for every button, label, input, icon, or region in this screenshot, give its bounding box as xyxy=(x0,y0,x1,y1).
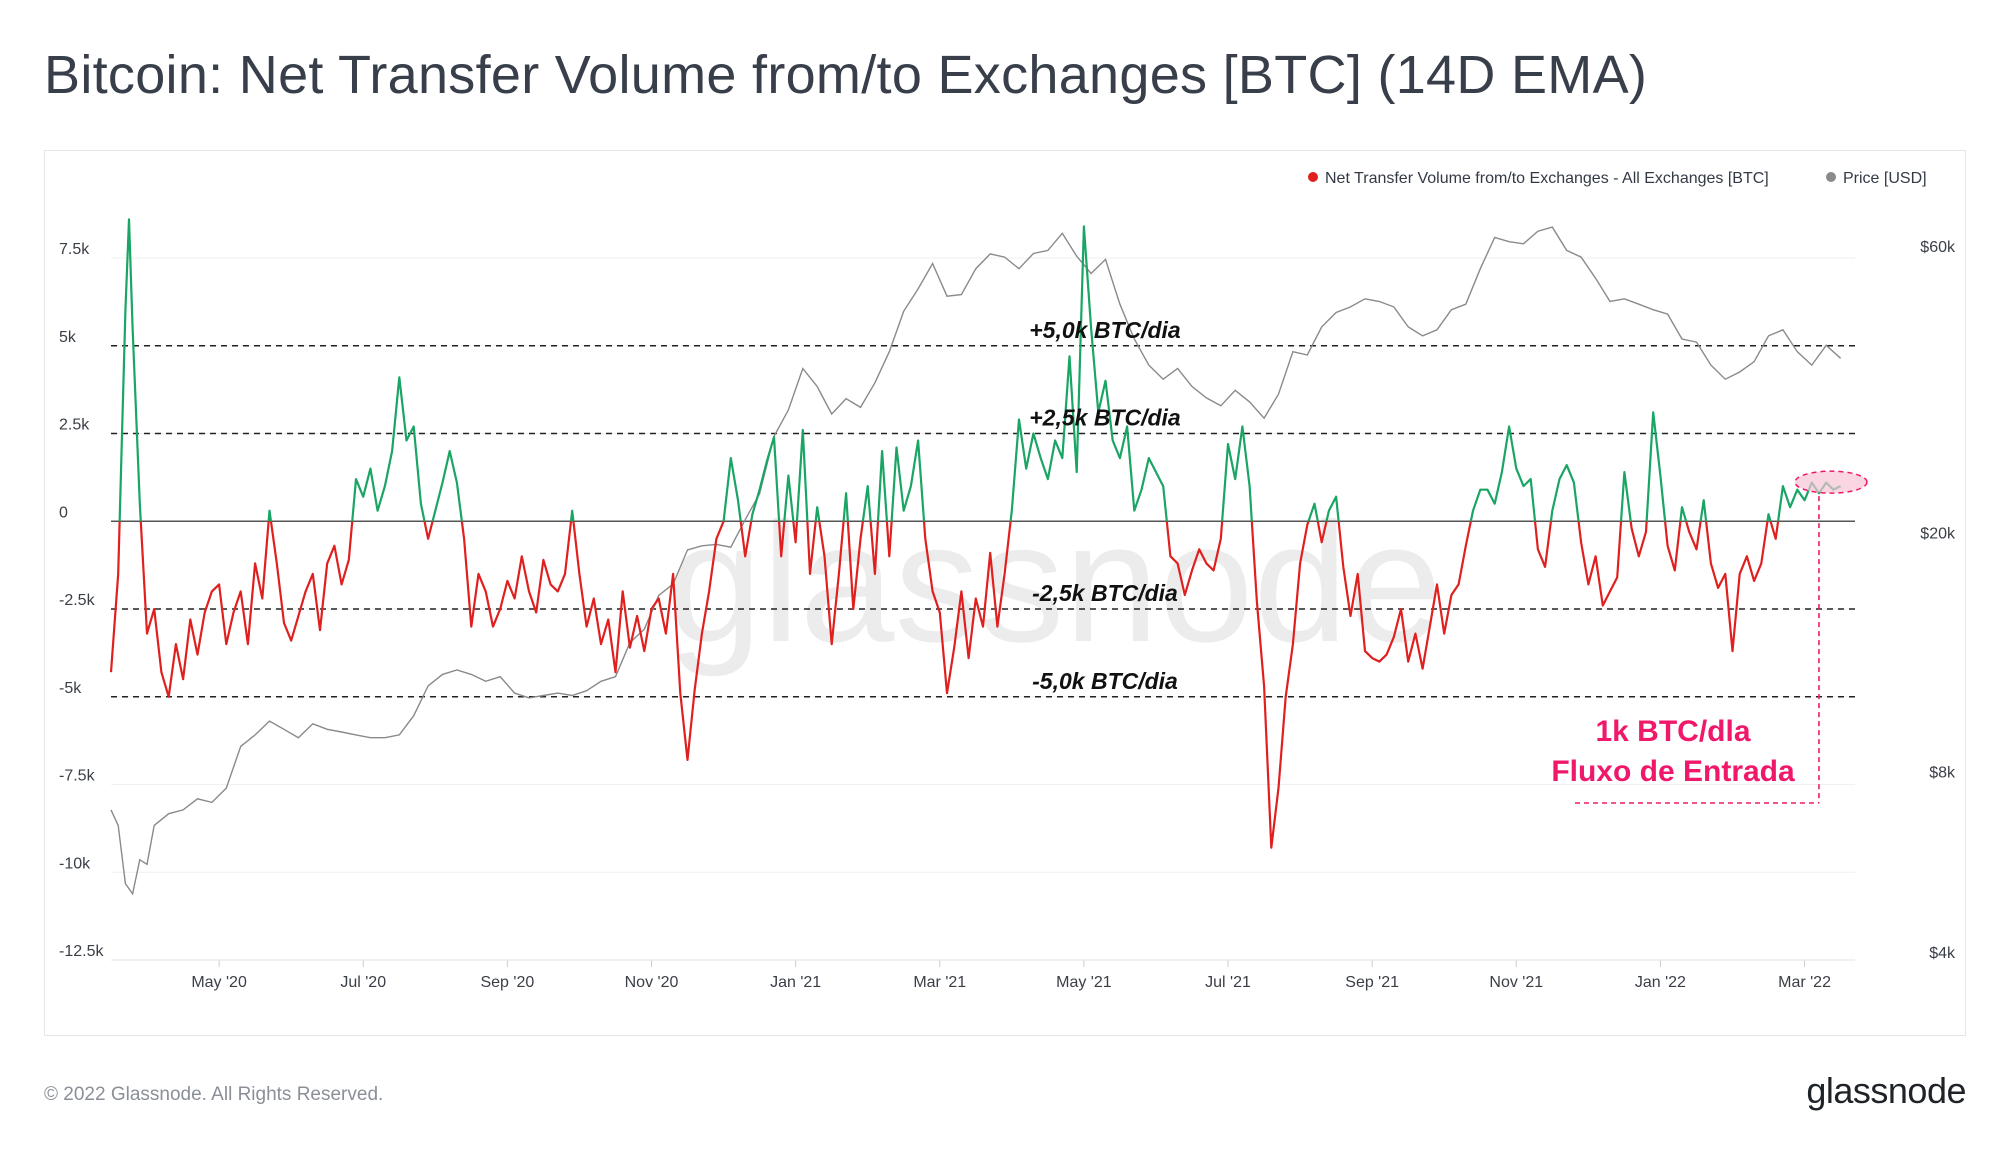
legend-net-transfer-label[interactable]: Net Transfer Volume from/to Exchanges - … xyxy=(1325,170,1769,187)
x-tick-label: May '20 xyxy=(191,974,247,991)
page-title: Bitcoin: Net Transfer Volume from/to Exc… xyxy=(44,45,1648,105)
y-left-tick-label: -2.5k xyxy=(59,592,96,609)
y-left-tick-label: 7.5k xyxy=(59,241,90,258)
copyright-text: © 2022 Glassnode. All Rights Reserved. xyxy=(44,1084,384,1105)
legend: Net Transfer Volume from/to Exchanges - … xyxy=(1308,170,1927,187)
reference-line-label: +2,5k BTC/dia xyxy=(1029,405,1181,431)
y-axis-right: $60k $20k $8k $4k xyxy=(1920,239,1956,962)
y-left-tick-label: 5k xyxy=(59,329,77,346)
x-tick-label: Jan '21 xyxy=(770,974,821,991)
y-left-tick-label: -7.5k xyxy=(59,768,96,785)
y-right-tick-label: $20k xyxy=(1920,525,1956,542)
x-tick-label: Sep '20 xyxy=(480,974,534,991)
annotation: 1k BTC/dla Fluxo de Entrada xyxy=(1551,470,1868,804)
chart-svg[interactable]: glassnode 7.5k5k2.5k0-2.5k-5k-7.5k-10k-1… xyxy=(45,151,1965,1035)
y-axis-left: 7.5k 5k 2.5k 0 -2.5k -5k -7.5k -10k -12.5k xyxy=(59,241,104,960)
annotation-text-line-2: Fluxo de Entrada xyxy=(1551,755,1795,788)
x-tick-label: Nov '20 xyxy=(625,974,679,991)
net-transfer-line-positive xyxy=(118,218,1842,522)
reference-labels: +5,0k BTC/dia +2,5k BTC/dia -2,5k BTC/dia -… xyxy=(1029,317,1181,694)
annotation-text-line-1: 1k BTC/dla xyxy=(1595,715,1750,748)
legend-net-transfer-dot xyxy=(1308,172,1318,182)
legend-price-label[interactable]: Price [USD] xyxy=(1843,170,1927,187)
x-tick-label: Sep '21 xyxy=(1345,974,1399,991)
reference-lines xyxy=(111,344,1855,698)
x-tick-label: Jul '20 xyxy=(340,974,386,991)
x-tick-label: Jan '22 xyxy=(1635,974,1686,991)
x-axis: May '20 Jul '20 Sep '20 Nov '20 Jan '21 Mar '… xyxy=(111,959,1855,991)
y-left-tick-label: -5k xyxy=(59,680,82,697)
reference-line-label: -2,5k BTC/dia xyxy=(1032,580,1178,606)
legend-price-dot xyxy=(1826,172,1836,182)
x-tick-label: Jul '21 xyxy=(1205,974,1251,991)
y-right-tick-label: $60k xyxy=(1920,239,1956,256)
y-right-tick-label: $8k xyxy=(1929,764,1956,781)
y-left-tick-label: -10k xyxy=(59,855,91,872)
y-right-tick-label: $4k xyxy=(1929,945,1956,962)
annotation-highlight xyxy=(1794,470,1868,494)
y-left-tick-label: 2.5k xyxy=(59,417,90,434)
x-tick-label: Nov '21 xyxy=(1489,974,1543,991)
price-line xyxy=(110,226,1842,896)
x-tick-label: Mar '21 xyxy=(913,974,966,991)
chart-container: glassnode 7.5k 5k 2.5k 0 -2.5k -5k -7.5k -10k -1… xyxy=(44,150,1966,1036)
brand-logo[interactable]: glassnode xyxy=(1806,1070,1966,1111)
net-transfer-line-negative xyxy=(109,521,1780,849)
reference-line-label: +5,0k BTC/dia xyxy=(1029,317,1181,343)
y-left-tick-label: 0 xyxy=(59,504,68,521)
x-tick-label: Mar '22 xyxy=(1778,974,1831,991)
y-left-tick-label: -12.5k xyxy=(59,943,104,960)
reference-line-label: -5,0k BTC/dia xyxy=(1032,668,1178,694)
x-tick-label: May '21 xyxy=(1056,974,1112,991)
